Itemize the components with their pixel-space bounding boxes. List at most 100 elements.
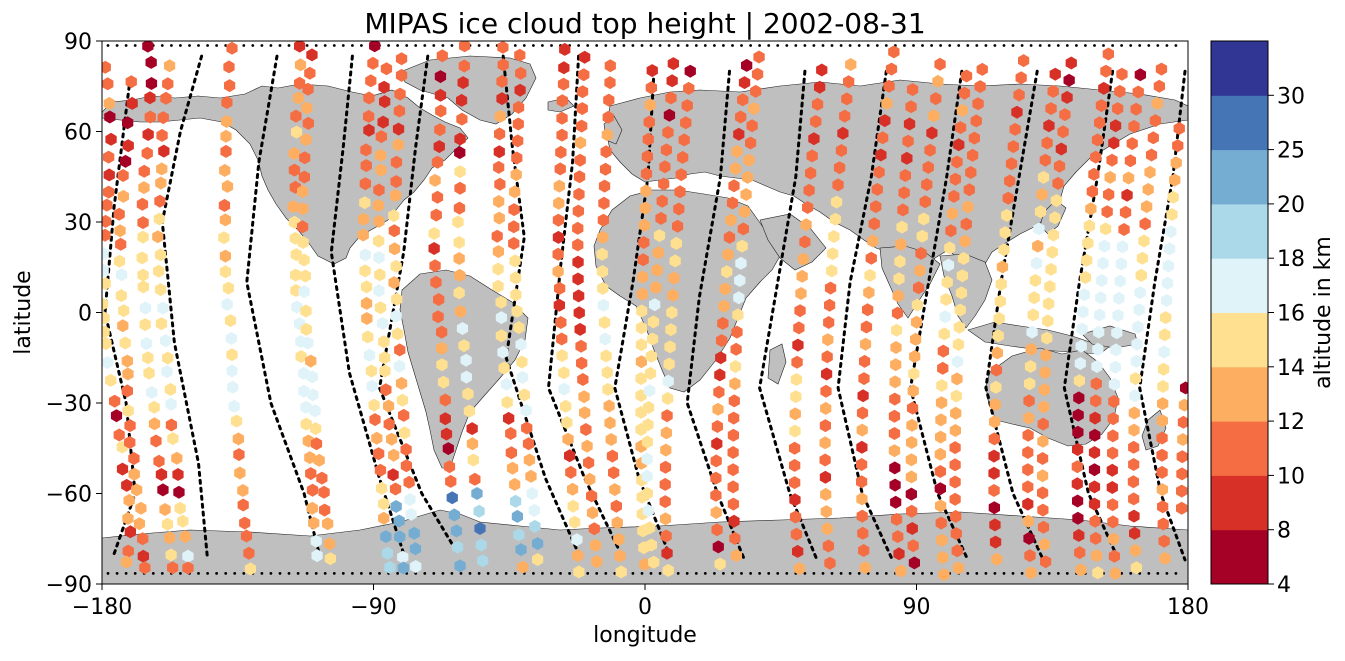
cloud-point — [660, 143, 672, 157]
cloud-point — [456, 93, 468, 107]
cloud-point — [833, 161, 846, 175]
cloud-point — [509, 477, 521, 491]
cloud-point — [569, 515, 581, 529]
polar-track-dot — [206, 572, 210, 575]
cloud-point — [392, 138, 404, 152]
polar-track-dot — [1111, 44, 1114, 47]
cloud-point — [395, 376, 408, 390]
cloud-point — [556, 94, 568, 108]
cloud-point — [153, 454, 165, 468]
cloud-point — [298, 253, 310, 267]
cloud-point — [1156, 414, 1168, 428]
colorbar-label: altitude in km — [1311, 236, 1336, 389]
cloud-point — [641, 435, 653, 449]
cloud-point — [374, 268, 386, 282]
cloud-point — [1073, 528, 1085, 542]
cloud-point — [643, 384, 656, 398]
polar-track-dot — [984, 44, 988, 47]
cloud-point — [641, 452, 653, 466]
cloud-point — [609, 483, 621, 497]
cloud-point — [727, 497, 739, 511]
cloud-point — [428, 227, 440, 240]
cloud-point — [460, 353, 472, 367]
cloud-point — [576, 102, 588, 116]
cloud-point — [1157, 379, 1169, 393]
cloud-point — [375, 130, 387, 144]
polar-track-dot — [568, 572, 571, 575]
colorbar-band — [1211, 312, 1268, 368]
cloud-point — [573, 170, 586, 184]
cloud-point — [962, 200, 974, 214]
polar-track-dot — [269, 44, 273, 47]
cloud-point — [304, 66, 316, 80]
cloud-point — [165, 418, 177, 432]
cloud-point — [1023, 394, 1035, 408]
cloud-point — [677, 150, 689, 164]
y-tick-label: 30 — [64, 211, 92, 236]
cloud-point — [121, 354, 133, 368]
cloud-point — [373, 183, 385, 197]
cloud-point — [859, 337, 872, 351]
cloud-point — [832, 178, 844, 192]
cloud-point — [466, 422, 478, 436]
cloud-point — [102, 325, 110, 339]
cloud-point — [665, 323, 677, 337]
cloud-point — [608, 466, 620, 480]
cloud-point — [363, 348, 376, 362]
cloud-point — [454, 305, 466, 319]
cloud-point — [473, 504, 485, 518]
cloud-point — [234, 466, 246, 480]
cloud-point — [1027, 308, 1039, 322]
cloud-point — [458, 59, 470, 73]
cloud-point — [875, 148, 887, 162]
cloud-point — [613, 532, 625, 546]
cloud-point — [974, 80, 986, 94]
polar-track-dot — [930, 44, 933, 47]
cloud-point — [859, 354, 871, 368]
cloud-point — [737, 222, 749, 236]
polar-track-dot — [767, 572, 771, 575]
cloud-point — [1156, 465, 1168, 479]
cloud-point — [1025, 566, 1037, 580]
polar-track-dot — [387, 44, 390, 47]
cloud-point — [554, 281, 566, 295]
cloud-point — [911, 298, 923, 312]
cloud-point — [160, 91, 172, 105]
cloud-point — [459, 41, 471, 53]
polar-track-dot — [803, 44, 807, 47]
cloud-point — [572, 238, 584, 252]
cloud-point — [495, 329, 507, 343]
cloud-point — [908, 367, 920, 381]
cloud-point — [506, 461, 519, 475]
cloud-point — [1047, 228, 1060, 242]
cloud-point — [1165, 225, 1177, 239]
cloud-point — [1079, 271, 1092, 284]
cloud-point — [891, 512, 903, 526]
cloud-point — [1173, 122, 1185, 135]
x-tick-label: 90 — [903, 595, 931, 620]
cloud-point — [1038, 538, 1050, 551]
cloud-point — [680, 116, 692, 130]
cloud-point — [646, 332, 659, 346]
polar-track-dot — [206, 44, 210, 47]
cloud-point — [394, 530, 406, 544]
cloud-point — [373, 251, 385, 265]
cloud-point — [1004, 174, 1016, 188]
cloud-point — [219, 265, 231, 279]
cloud-point — [1176, 501, 1188, 515]
cloud-point — [117, 189, 129, 203]
cloud-point — [856, 440, 868, 454]
cloud-point — [102, 77, 114, 91]
cloud-point — [302, 82, 314, 96]
cloud-point — [230, 414, 243, 428]
cloud-point — [1078, 288, 1090, 302]
polar-track-dot — [658, 572, 662, 575]
cloud-point — [233, 448, 245, 462]
cloud-point — [753, 50, 765, 64]
cloud-point — [951, 155, 963, 169]
cloud-point — [1088, 497, 1101, 511]
polar-track-dot — [622, 44, 626, 47]
cloud-point — [606, 449, 618, 463]
cloud-point — [173, 485, 185, 499]
cloud-point — [553, 179, 565, 193]
